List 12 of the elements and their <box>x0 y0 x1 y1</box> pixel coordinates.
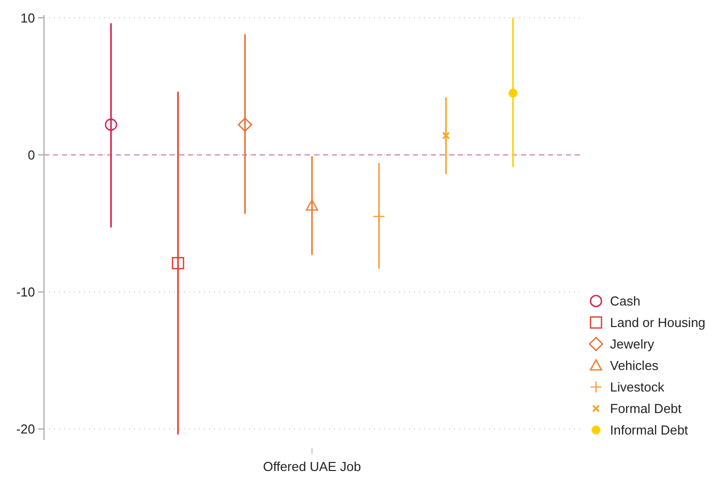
y-tick-label: -10 <box>16 284 35 300</box>
y-tick-label: 10 <box>20 10 35 26</box>
legend-label: Livestock <box>610 380 665 395</box>
y-tick-label: -20 <box>16 422 35 437</box>
legend-label: Vehicles <box>610 358 659 374</box>
x-tick-label: Offered UAE Job <box>262 459 362 474</box>
legend-label: Cash <box>610 294 640 309</box>
y-tick-label: 0 <box>28 147 35 162</box>
legend-label: Informal Debt <box>610 422 688 438</box>
legend-label: Formal Debt <box>610 401 682 416</box>
legend-label: Land or Housing <box>610 315 706 330</box>
legend-label: Jewelry <box>610 336 655 352</box>
